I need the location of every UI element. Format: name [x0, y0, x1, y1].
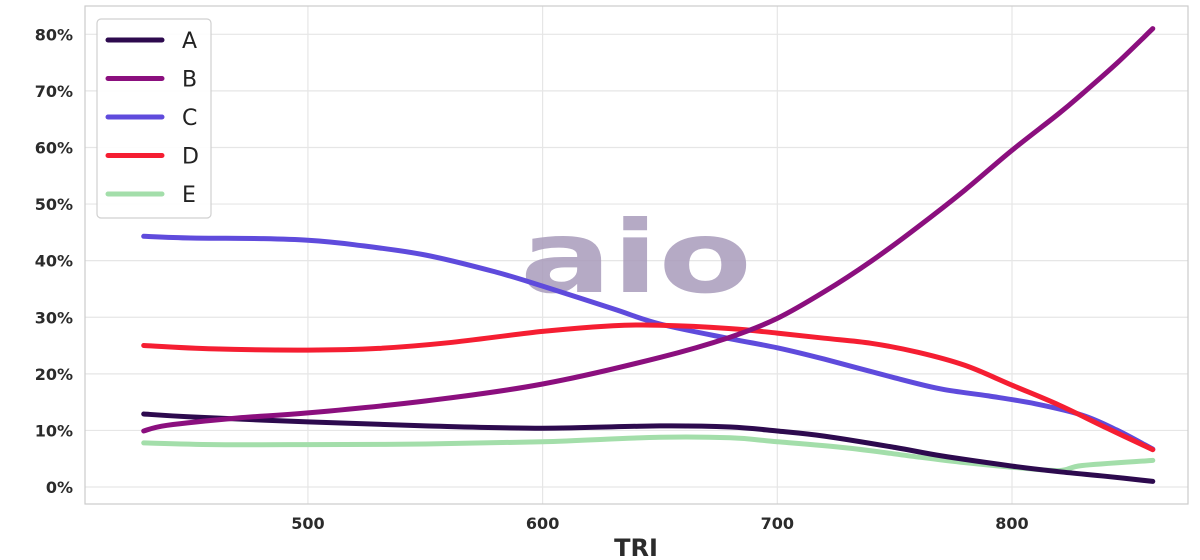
x-tick-label: 600 [526, 514, 559, 533]
x-tick-label: 700 [761, 514, 794, 533]
y-tick-label: 50% [35, 195, 73, 214]
grid [85, 6, 1188, 504]
aio-watermark: aio [520, 199, 752, 316]
watermark-text: aio [520, 199, 752, 316]
y-tick-label: 10% [35, 421, 73, 440]
series-line-b [141, 26, 1156, 434]
x-axis-title: TRI [614, 534, 658, 560]
legend-label: E [182, 183, 196, 208]
series-lines [141, 26, 1156, 484]
legend-label: A [182, 29, 197, 54]
y-tick-label: 20% [35, 365, 73, 384]
y-tick-label: 0% [46, 478, 73, 497]
series-line-c [141, 233, 1156, 452]
x-tick-labels: 500 600 700 800 [291, 514, 1028, 533]
plot-frame [84, 5, 1189, 505]
series-line-a [141, 411, 1156, 484]
y-tick-label: 40% [35, 252, 73, 271]
x-tick-label: 500 [291, 514, 324, 533]
legend-item-e: E [105, 183, 196, 208]
y-tick-label: 80% [35, 25, 73, 44]
legend-label: B [182, 68, 197, 93]
legend-item-b: B [105, 68, 197, 93]
legend-item-c: C [105, 106, 197, 131]
legend-label: D [182, 145, 199, 170]
legend-item-d: D [105, 145, 199, 170]
y-tick-label: 60% [35, 138, 73, 157]
series-line-d [141, 322, 1156, 453]
legend-label: C [182, 106, 197, 131]
y-tick-label: 30% [35, 308, 73, 327]
y-tick-labels: 0% 10% 20% 30% 40% 50% 60% 70% 80% [35, 25, 73, 497]
x-tick-label: 800 [995, 514, 1028, 533]
y-tick-label: 70% [35, 82, 73, 101]
legend-item-a: A [105, 29, 197, 54]
